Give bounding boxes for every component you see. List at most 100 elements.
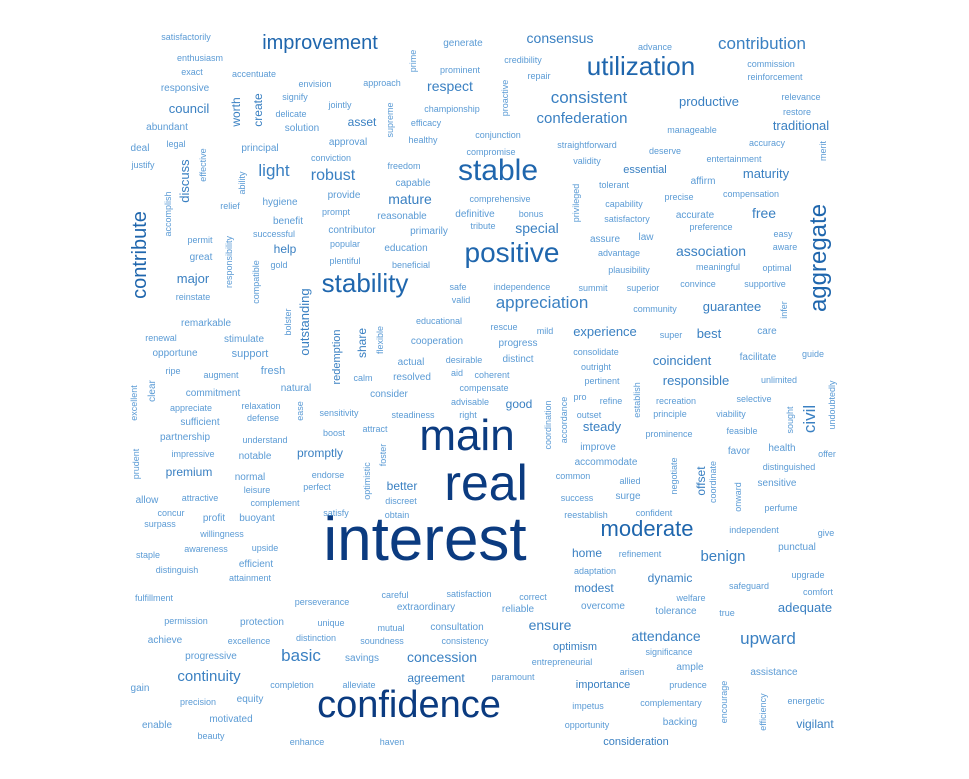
cloud-word: consolidate (573, 347, 619, 357)
cloud-word: responsibility (224, 235, 234, 288)
cloud-word: natural (281, 383, 312, 394)
cloud-word: provide (328, 190, 361, 201)
cloud-word: infer (779, 301, 789, 319)
cloud-word: advance (638, 42, 672, 52)
cloud-word: outset (577, 410, 602, 420)
cloud-word: opportunity (565, 720, 610, 730)
cloud-word: permit (187, 235, 213, 245)
cloud-word: defense (247, 413, 279, 423)
cloud-word: plausibility (608, 265, 650, 275)
cloud-word: accentuate (232, 69, 276, 79)
cloud-word: approach (363, 78, 401, 88)
cloud-word: bolster (283, 308, 293, 335)
cloud-word: sensitive (758, 478, 797, 489)
cloud-word: outright (581, 362, 612, 372)
cloud-word: experience (573, 324, 637, 339)
cloud-word: punctual (778, 542, 816, 553)
cloud-word: solution (285, 123, 319, 134)
cloud-word: unique (317, 618, 344, 628)
cloud-word: calm (353, 373, 372, 383)
cloud-word: aid (451, 368, 463, 378)
cloud-word: understand (242, 435, 287, 445)
cloud-word: steady (583, 419, 622, 434)
cloud-word: prudent (131, 448, 141, 479)
cloud-word: refine (600, 396, 623, 406)
cloud-word: independent (729, 525, 779, 535)
cloud-word: paramount (491, 672, 535, 682)
cloud-word: boost (323, 428, 346, 438)
cloud-word: outstanding (297, 288, 312, 355)
cloud-word: guarantee (703, 299, 762, 314)
cloud-word: opportune (152, 348, 197, 359)
cloud-word: advisable (451, 397, 489, 407)
cloud-word: contributor (328, 225, 376, 236)
cloud-word: efficient (239, 559, 274, 570)
cloud-word: excellence (228, 636, 271, 646)
cloud-word: hygiene (262, 197, 297, 208)
cloud-word: concession (407, 649, 477, 665)
cloud-word: clear (147, 379, 158, 401)
cloud-word: progress (499, 338, 538, 349)
cloud-word: resolved (393, 372, 431, 383)
cloud-word: freedom (387, 161, 420, 171)
cloud-word: consultation (430, 622, 483, 633)
cloud-word: abundant (146, 122, 188, 133)
cloud-word: staple (136, 550, 160, 560)
cloud-word: preference (689, 222, 732, 232)
cloud-word: supportive (744, 279, 786, 289)
cloud-word: credibility (504, 55, 542, 65)
cloud-word: prime (408, 50, 418, 73)
cloud-word: responsible (663, 373, 730, 388)
cloud-word: commitment (186, 388, 241, 399)
cloud-word: modest (574, 581, 614, 595)
cloud-word: enable (142, 720, 172, 731)
cloud-word: respect (427, 78, 473, 94)
cloud-word: willingness (199, 529, 244, 539)
cloud-word: reliable (502, 604, 535, 615)
cloud-word: successful (253, 229, 295, 239)
cloud-word: principle (653, 409, 687, 419)
cloud-word: efficacy (411, 118, 442, 128)
cloud-word: rescue (490, 322, 517, 332)
cloud-word: perfume (764, 503, 797, 513)
cloud-word: approval (329, 137, 367, 148)
cloud-word: onward (733, 482, 743, 512)
cloud-word: conjunction (475, 130, 521, 140)
cloud-word: share (355, 328, 369, 358)
cloud-word: mutual (377, 623, 404, 633)
cloud-word: tribute (470, 221, 495, 231)
cloud-word: arisen (620, 667, 645, 677)
cloud-word: relaxation (241, 401, 280, 411)
cloud-word: satisfaction (446, 589, 491, 599)
cloud-word: precise (664, 192, 693, 202)
cloud-word: correct (519, 592, 547, 602)
cloud-word: true (719, 608, 735, 618)
cloud-word: assistance (750, 667, 798, 678)
cloud-word: complement (250, 498, 300, 508)
cloud-word: refinement (619, 549, 662, 559)
cloud-word: support (232, 348, 269, 360)
cloud-word: entertainment (706, 154, 762, 164)
cloud-word: pertinent (584, 376, 620, 386)
cloud-word: surge (615, 491, 640, 502)
cloud-word: beneficial (392, 260, 430, 270)
cloud-word: augment (203, 370, 239, 380)
cloud-word: super (660, 330, 683, 340)
cloud-word: adaptation (574, 566, 616, 576)
cloud-word: convince (680, 279, 716, 289)
cloud-word: coordination (543, 400, 553, 449)
cloud-word: essential (623, 164, 666, 176)
cloud-word: ripe (165, 366, 180, 376)
cloud-word: guide (802, 349, 824, 359)
cloud-word: alleviate (342, 680, 375, 690)
cloud-word: equity (237, 694, 264, 705)
cloud-word: compatible (251, 260, 261, 304)
cloud-word: better (387, 479, 418, 493)
cloud-word: primarily (410, 226, 448, 237)
cloud-word: consensus (527, 30, 594, 46)
cloud-word: completion (270, 680, 314, 690)
cloud-word: restore (783, 107, 811, 117)
cloud-word: viability (716, 409, 746, 419)
cloud-word: discuss (177, 159, 192, 203)
cloud-word: utilization (587, 51, 695, 81)
